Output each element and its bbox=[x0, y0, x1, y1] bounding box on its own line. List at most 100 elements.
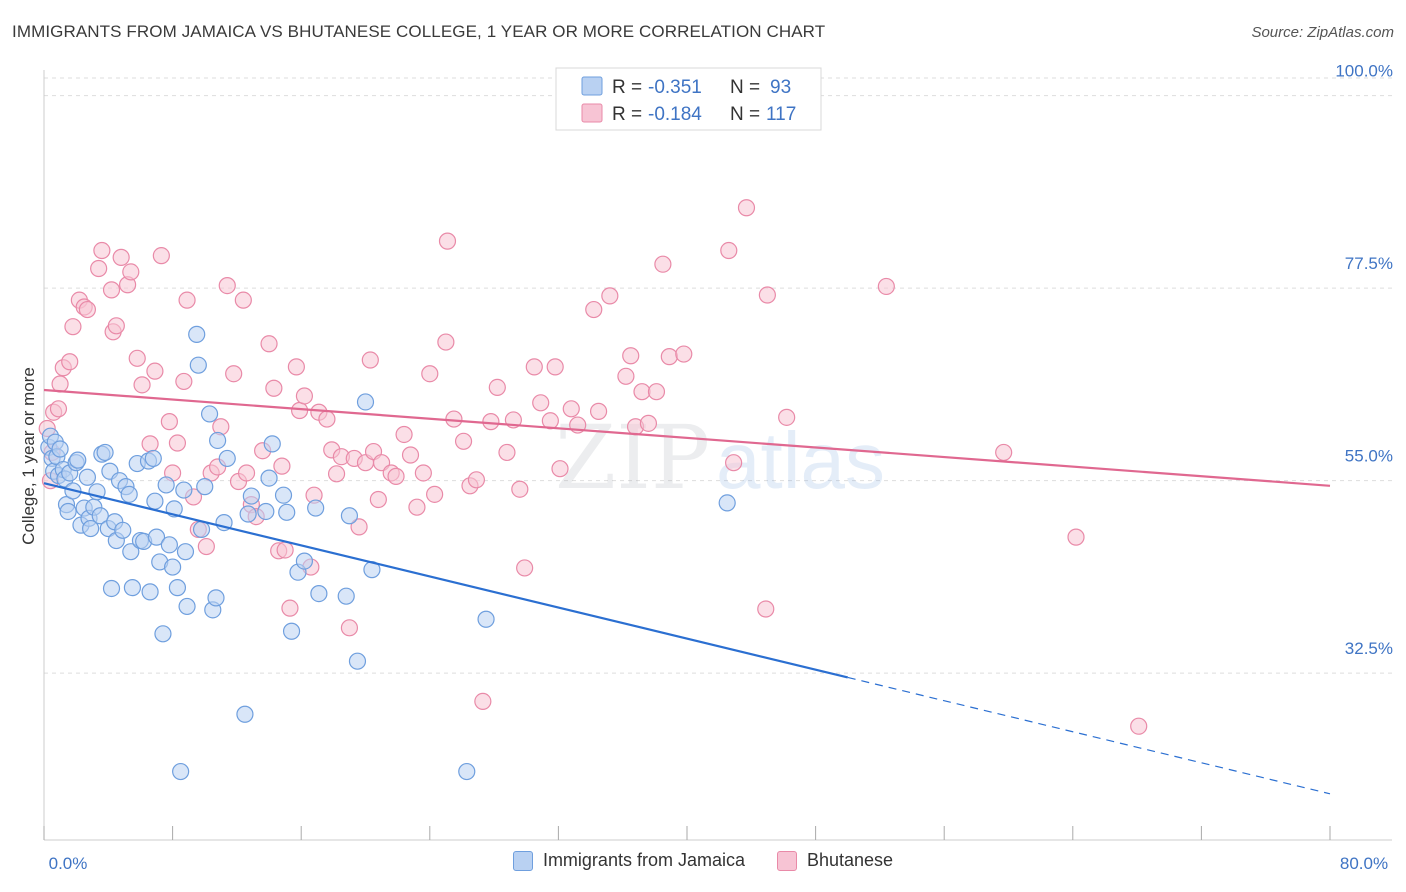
jamaica-point bbox=[188, 325, 206, 343]
x-tick-labels: 0.0% 80.0% bbox=[49, 854, 1388, 873]
bhutanese-point bbox=[295, 387, 314, 405]
jamaica-points bbox=[40, 325, 736, 781]
bhutanese-point bbox=[1067, 528, 1085, 546]
bhutanese-point bbox=[546, 358, 564, 376]
stats-legend: R = -0.351 N = 93 R = -0.184 N = 117 bbox=[555, 67, 822, 131]
jamaica-point bbox=[157, 476, 175, 494]
bhutanese-point bbox=[133, 376, 151, 394]
legend-r-value-1: -0.351 bbox=[648, 77, 702, 98]
bhutanese-point bbox=[720, 241, 738, 260]
legend-item-jamaica: Immigrants from Jamaica bbox=[512, 850, 745, 871]
bhutanese-point bbox=[234, 291, 252, 309]
y-axis-label: College, 1 year or more bbox=[19, 367, 38, 545]
jamaica-point bbox=[239, 505, 257, 523]
jamaica-point bbox=[69, 451, 87, 469]
jamaica-trend-line bbox=[43, 482, 849, 679]
bhutanese-point bbox=[551, 460, 569, 478]
bhutanese-point bbox=[350, 518, 368, 536]
bhutanese-point bbox=[401, 446, 420, 464]
jamaica-point bbox=[114, 521, 132, 539]
jamaica-point bbox=[278, 503, 296, 521]
jamaica-trend-extension bbox=[847, 676, 1331, 795]
bhutanese-point bbox=[281, 599, 299, 617]
bhutanese-point bbox=[601, 287, 619, 305]
jamaica-point bbox=[146, 492, 164, 510]
bhutanese-point bbox=[340, 619, 359, 637]
bhutanese-point bbox=[585, 300, 603, 319]
jamaica-point bbox=[147, 528, 166, 546]
bhutanese-point bbox=[276, 541, 294, 559]
bhutanese-point bbox=[361, 351, 379, 369]
jamaica-point bbox=[295, 552, 314, 570]
x-tick-label-0: 0.0% bbox=[49, 854, 88, 873]
jamaica-point bbox=[337, 587, 355, 605]
bhutanese-point bbox=[454, 432, 473, 450]
bhutanese-point bbox=[426, 485, 444, 503]
bhutanese-point bbox=[437, 333, 455, 351]
jamaica-point bbox=[282, 622, 301, 640]
bhutanese-point bbox=[273, 457, 291, 475]
jamaica-point bbox=[102, 579, 121, 598]
bhutanese-point bbox=[737, 199, 756, 217]
jamaica-point bbox=[209, 431, 227, 450]
legend-n-value-2: 117 bbox=[766, 104, 796, 125]
bhutanese-point bbox=[49, 400, 68, 418]
bhutanese-point bbox=[639, 414, 658, 432]
jamaica-point bbox=[718, 494, 736, 512]
watermark: ZIP atlas bbox=[555, 406, 885, 509]
bhutanese-point bbox=[152, 247, 170, 265]
jamaica-point bbox=[59, 502, 77, 521]
bhutanese-point bbox=[387, 467, 405, 485]
jamaica-point bbox=[477, 610, 495, 628]
bhutanese-point bbox=[589, 402, 608, 420]
legend-swatch-pink bbox=[581, 103, 603, 123]
bhutanese-point bbox=[90, 259, 108, 278]
bhutanese-point bbox=[488, 378, 506, 397]
bhutanese-point bbox=[467, 471, 486, 489]
legend-swatch-blue bbox=[581, 76, 603, 96]
bhutanese-point bbox=[633, 383, 651, 401]
jamaica-point bbox=[154, 625, 172, 643]
bhutanese-points bbox=[38, 199, 1148, 735]
jamaica-point bbox=[141, 583, 159, 601]
legend-label-jamaica: Immigrants from Jamaica bbox=[542, 850, 745, 870]
bhutanese-point bbox=[562, 400, 580, 418]
watermark-atlas: atlas bbox=[716, 416, 885, 505]
bhutanese-point bbox=[877, 277, 895, 296]
legend-r-value-2: -0.184 bbox=[648, 104, 702, 125]
bhutanese-point bbox=[482, 413, 500, 431]
jamaica-point bbox=[168, 579, 187, 597]
chart-title: IMMIGRANTS FROM JAMAICA VS BHUTANESE COL… bbox=[12, 22, 826, 41]
bhutanese-point bbox=[260, 335, 278, 353]
series-legend: Immigrants from Jamaica Bhutanese bbox=[0, 850, 1406, 871]
legend-swatch-jamaica bbox=[512, 850, 533, 871]
bhutanese-point bbox=[408, 498, 426, 516]
jamaica-point bbox=[164, 558, 182, 576]
jamaica-point bbox=[175, 481, 193, 499]
jamaica-point bbox=[348, 652, 367, 670]
bhutanese-point bbox=[525, 358, 543, 376]
bhutanese-point bbox=[660, 348, 678, 366]
legend-n-label-1: N = bbox=[730, 77, 760, 98]
jamaica-point bbox=[78, 468, 97, 486]
y-tick-label-1: 77.5% bbox=[1345, 254, 1393, 273]
bhutanese-point bbox=[225, 365, 243, 383]
y-tick-label-3: 32.5% bbox=[1345, 639, 1393, 658]
jamaica-point bbox=[242, 487, 260, 505]
legend-label-bhutanese: Bhutanese bbox=[806, 850, 894, 870]
bhutanese-point bbox=[112, 248, 130, 266]
y-tick-labels: 100.0% 77.5% 55.0% 32.5% bbox=[1335, 62, 1393, 659]
legend-item-bhutanese: Bhutanese bbox=[776, 850, 894, 871]
jamaica-point bbox=[82, 519, 100, 538]
jamaica-point bbox=[96, 443, 114, 462]
jamaica-point bbox=[91, 507, 109, 525]
legend-r-label-2: R = bbox=[612, 104, 642, 125]
bhutanese-point bbox=[995, 443, 1013, 462]
bhutanese-point bbox=[675, 345, 693, 363]
bhutanese-point bbox=[128, 349, 146, 367]
jamaica-point bbox=[120, 485, 138, 503]
grid-lines bbox=[44, 77, 1392, 674]
jamaica-point bbox=[51, 440, 69, 458]
bhutanese-point bbox=[438, 232, 457, 250]
